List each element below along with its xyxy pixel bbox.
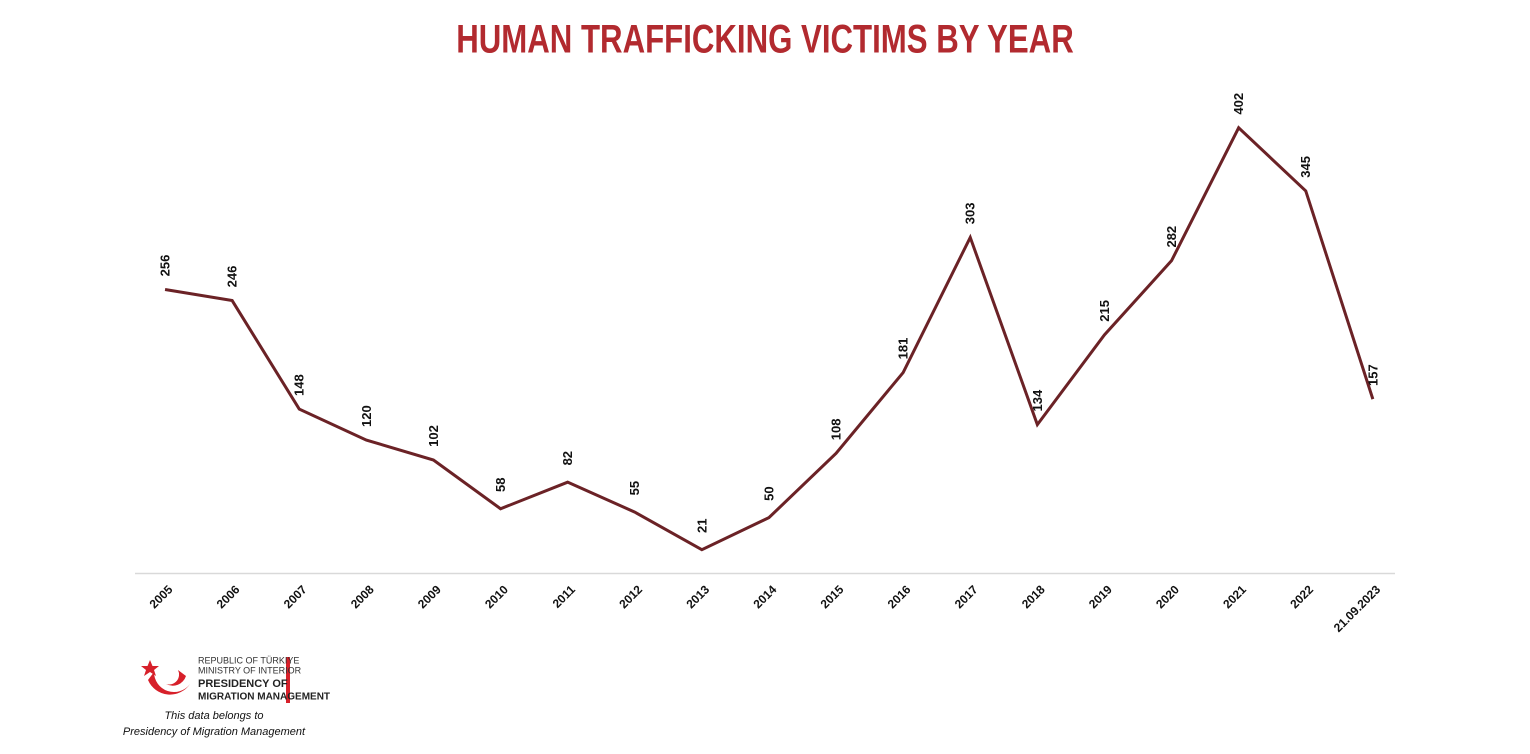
value-label: 303 [963, 203, 978, 225]
star [141, 660, 159, 676]
x-tick-label: 2005 [147, 582, 176, 611]
chart-title: HUMAN TRAFFICKING VICTIMS BY YEAR [456, 17, 1074, 62]
x-tick-label: 2008 [348, 582, 377, 611]
value-label: 134 [1030, 389, 1045, 411]
x-tick-label: 2009 [415, 582, 444, 611]
value-label: 55 [627, 481, 642, 495]
value-label: 402 [1231, 93, 1246, 115]
crescent-inner [166, 670, 186, 686]
x-tick-label: 2006 [214, 582, 243, 611]
value-label: 345 [1298, 156, 1313, 178]
logo-text: MIGRATION MANAGEMENT [198, 692, 330, 703]
value-label: 50 [761, 486, 776, 500]
x-tick-label: 2019 [1086, 582, 1115, 611]
x-tick-label: 2013 [683, 582, 712, 611]
note-text: This data belongs to [164, 710, 263, 722]
x-tick-label: 2015 [818, 582, 847, 611]
x-tick-label: 2012 [616, 582, 645, 611]
x-tick-label: 2021 [1220, 582, 1249, 611]
logo-text: MINISTRY OF INTERIOR [198, 665, 302, 675]
x-tick-label: 21.09.2023 [1331, 582, 1384, 635]
value-label: 157 [1365, 364, 1380, 386]
value-label: 256 [157, 255, 172, 277]
logo-bar [286, 657, 290, 703]
logo: REPUBLIC OF TÜRKIYE MINISTRY OF INTERIOR… [123, 655, 330, 738]
crescent [148, 672, 190, 695]
value-label: 102 [426, 425, 441, 447]
value-label: 108 [828, 419, 843, 441]
x-tick-label: 2022 [1287, 582, 1316, 611]
logo-text: PRESIDENCY OF [198, 678, 288, 690]
value-label: 181 [896, 338, 911, 360]
value-label: 246 [225, 266, 240, 288]
x-tick-label: 2018 [1019, 582, 1048, 611]
value-label: 148 [292, 374, 307, 396]
value-label: 120 [359, 405, 374, 427]
x-tick-label: 2010 [482, 582, 511, 611]
x-tick-label: 2016 [885, 582, 914, 611]
value-label: 282 [1164, 226, 1179, 248]
value-label: 82 [560, 451, 575, 465]
logo-text: REPUBLIC OF TÜRKIYE [198, 655, 299, 665]
x-tick-label: 2014 [751, 582, 780, 611]
value-label: 58 [493, 478, 508, 492]
x-tick-label: 2011 [550, 582, 579, 611]
value-label: 21 [694, 519, 709, 533]
x-tick-label: 2020 [1153, 582, 1182, 611]
x-tick-label: 2017 [952, 582, 981, 611]
value-label: 215 [1097, 300, 1112, 322]
line [164, 125, 1375, 552]
x-tick-label: 2007 [281, 582, 310, 611]
note-text: Presidency of Migration Management [123, 726, 306, 738]
